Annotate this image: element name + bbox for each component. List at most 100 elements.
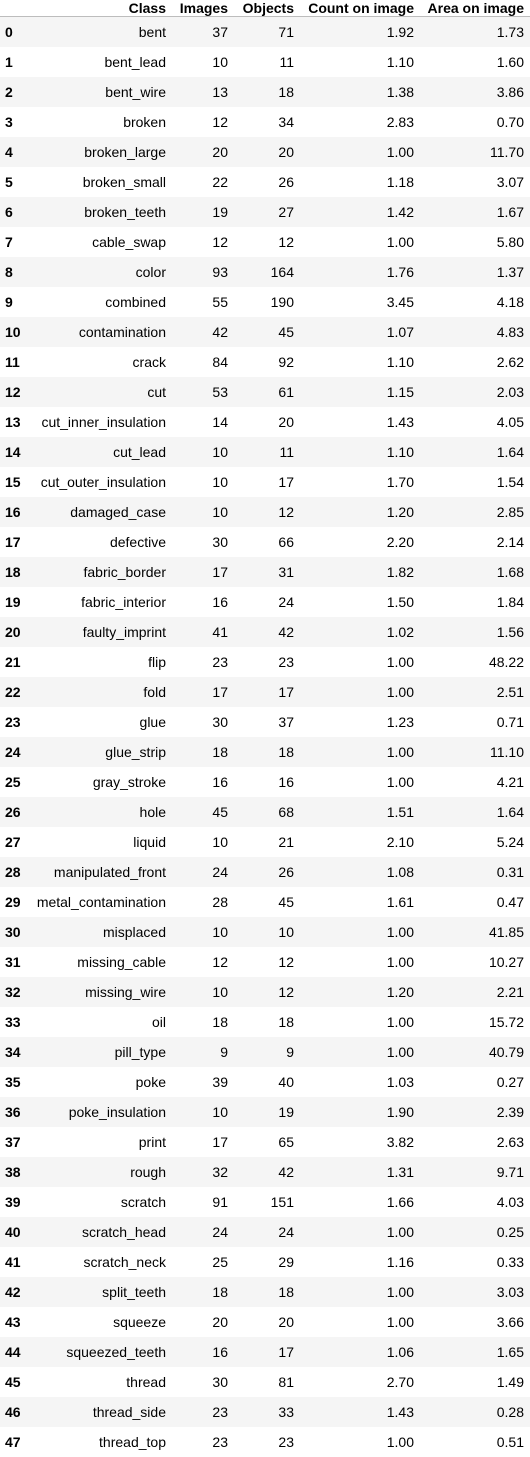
class-cell: contamination: [28, 317, 172, 347]
class-cell: gray_stroke: [28, 767, 172, 797]
class-cell: pill_type: [28, 1037, 172, 1067]
images-cell: 24: [172, 1217, 234, 1247]
class-cell: fabric_interior: [28, 587, 172, 617]
objects-cell: 18: [234, 77, 300, 107]
count-on-image-cell: 1.70: [300, 467, 420, 497]
row-index: 12: [0, 377, 28, 407]
count-on-image-cell: 1.00: [300, 227, 420, 257]
header-row: Class Images Objects Count on image Area…: [0, 0, 530, 17]
images-cell: 23: [172, 1427, 234, 1457]
area-on-image-cell: 1.73: [420, 17, 530, 48]
objects-cell: 66: [234, 527, 300, 557]
objects-cell: 34: [234, 107, 300, 137]
count-on-image-cell: 1.00: [300, 1007, 420, 1037]
images-cell: 18: [172, 737, 234, 767]
class-cell: cut: [28, 377, 172, 407]
class-cell: glue_strip: [28, 737, 172, 767]
images-cell: 10: [172, 917, 234, 947]
count-on-image-cell: 1.20: [300, 977, 420, 1007]
images-cell: 9: [172, 1037, 234, 1067]
area-on-image-cell: 4.18: [420, 287, 530, 317]
area-on-image-cell: 2.51: [420, 677, 530, 707]
count-on-image-cell: 1.00: [300, 1037, 420, 1067]
objects-cell: 20: [234, 1307, 300, 1337]
area-on-image-cell: 2.62: [420, 347, 530, 377]
table-header: Class Images Objects Count on image Area…: [0, 0, 530, 17]
area-on-image-cell: 3.66: [420, 1307, 530, 1337]
row-index: 45: [0, 1367, 28, 1397]
count-on-image-cell: 1.51: [300, 797, 420, 827]
count-on-image-cell: 1.38: [300, 77, 420, 107]
objects-cell: 12: [234, 497, 300, 527]
area-on-image-cell: 0.51: [420, 1427, 530, 1457]
area-on-image-cell: 0.33: [420, 1247, 530, 1277]
row-index: 19: [0, 587, 28, 617]
area-on-image-cell: 5.80: [420, 227, 530, 257]
row-index: 35: [0, 1067, 28, 1097]
row-index: 26: [0, 797, 28, 827]
area-on-image-cell: 2.85: [420, 497, 530, 527]
count-on-image-header: Count on image: [300, 0, 420, 17]
row-index: 42: [0, 1277, 28, 1307]
count-on-image-cell: 2.83: [300, 107, 420, 137]
area-on-image-cell: 4.83: [420, 317, 530, 347]
images-cell: 18: [172, 1277, 234, 1307]
class-cell: damaged_case: [28, 497, 172, 527]
area-on-image-cell: 0.47: [420, 887, 530, 917]
row-index: 46: [0, 1397, 28, 1427]
count-on-image-cell: 1.06: [300, 1337, 420, 1367]
objects-cell: 42: [234, 617, 300, 647]
area-on-image-cell: 4.03: [420, 1187, 530, 1217]
count-on-image-cell: 1.00: [300, 737, 420, 767]
area-on-image-cell: 9.71: [420, 1157, 530, 1187]
area-on-image-cell: 48.22: [420, 647, 530, 677]
images-cell: 28: [172, 887, 234, 917]
row-index: 14: [0, 437, 28, 467]
row-index: 23: [0, 707, 28, 737]
class-cell: scratch_head: [28, 1217, 172, 1247]
row-index: 41: [0, 1247, 28, 1277]
images-cell: 16: [172, 767, 234, 797]
objects-cell: 9: [234, 1037, 300, 1067]
row-index: 37: [0, 1127, 28, 1157]
class-cell: crack: [28, 347, 172, 377]
images-cell: 20: [172, 137, 234, 167]
count-on-image-cell: 1.82: [300, 557, 420, 587]
class-cell: squeeze: [28, 1307, 172, 1337]
class-cell: rough: [28, 1157, 172, 1187]
count-on-image-cell: 2.70: [300, 1367, 420, 1397]
class-cell: manipulated_front: [28, 857, 172, 887]
area-on-image-cell: 10.27: [420, 947, 530, 977]
row-index: 32: [0, 977, 28, 1007]
row-index: 17: [0, 527, 28, 557]
count-on-image-cell: 1.00: [300, 137, 420, 167]
objects-cell: 11: [234, 437, 300, 467]
objects-cell: 65: [234, 1127, 300, 1157]
row-index: 36: [0, 1097, 28, 1127]
index-header: [0, 0, 28, 17]
images-cell: 30: [172, 1367, 234, 1397]
images-cell: 91: [172, 1187, 234, 1217]
images-cell: 84: [172, 347, 234, 377]
row-index: 33: [0, 1007, 28, 1037]
row-index: 9: [0, 287, 28, 317]
objects-cell: 26: [234, 857, 300, 887]
objects-cell: 71: [234, 17, 300, 48]
row-index: 24: [0, 737, 28, 767]
